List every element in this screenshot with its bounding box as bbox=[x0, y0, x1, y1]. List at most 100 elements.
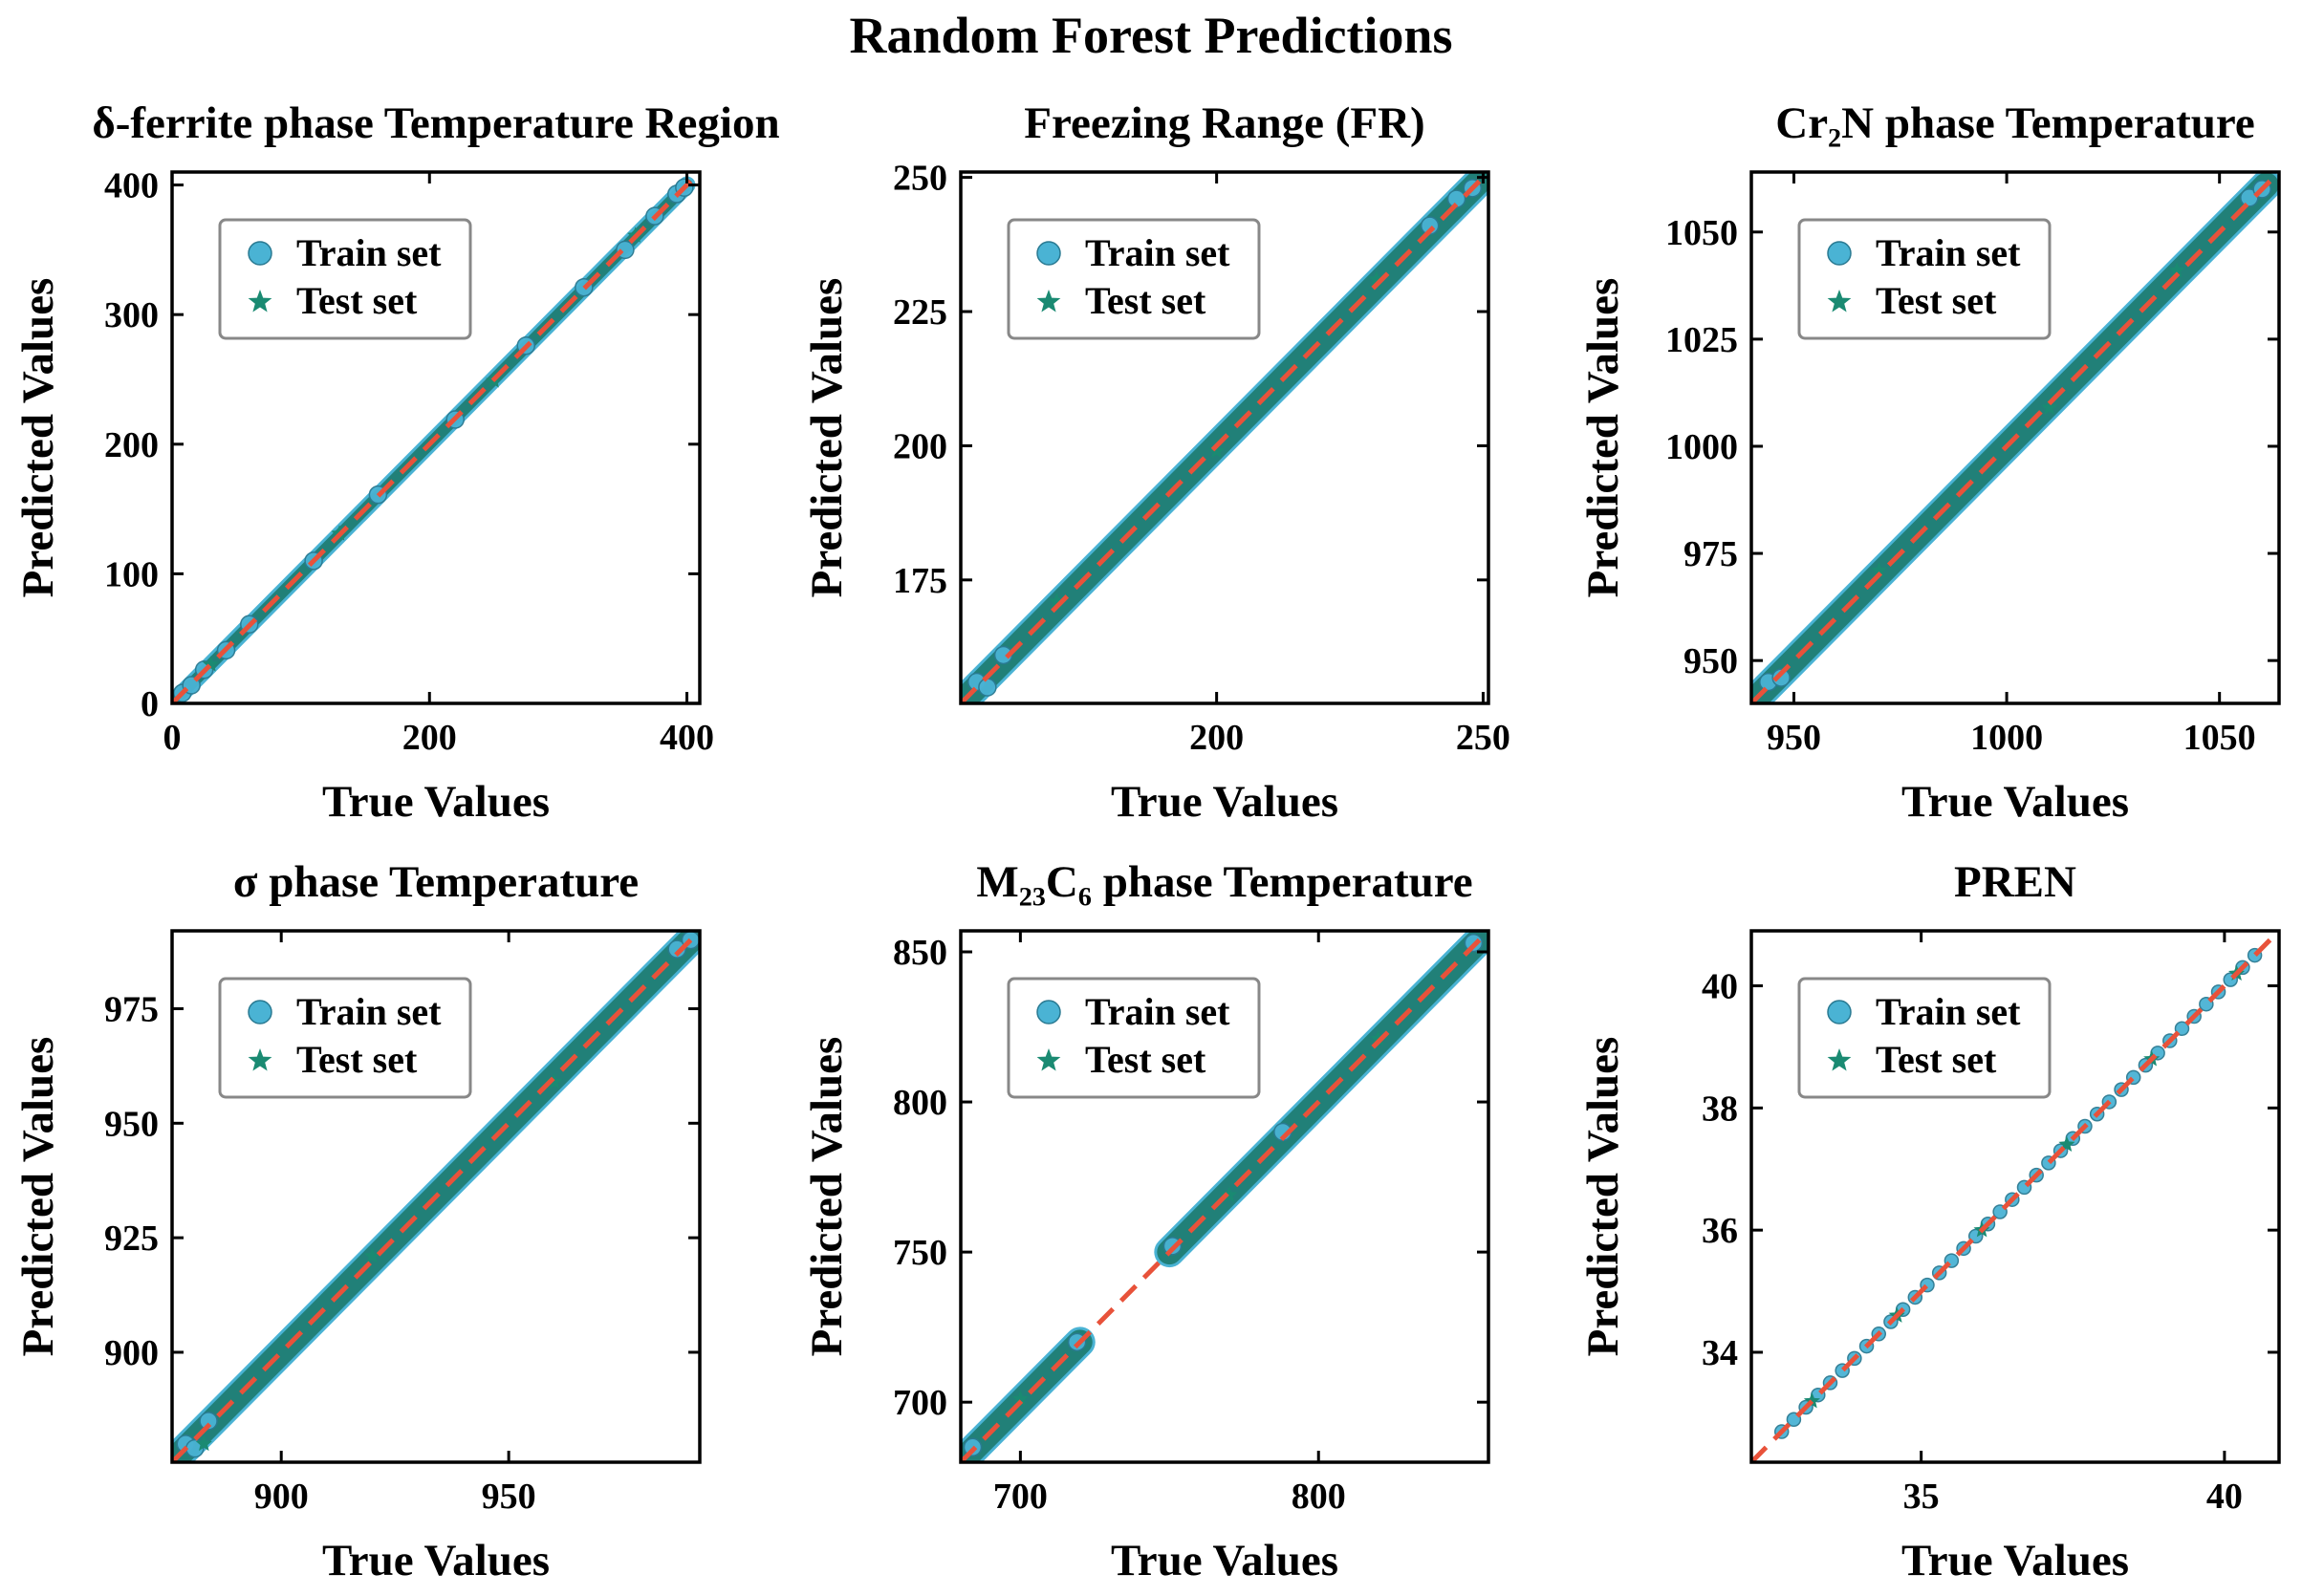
y-tick-label: 250 bbox=[893, 159, 947, 199]
y-tick-label: 950 bbox=[1683, 641, 1738, 681]
subplot-title: Freezing Range (FR) bbox=[1024, 98, 1424, 148]
ideal-line bbox=[961, 931, 1488, 1462]
x-tick-label: 200 bbox=[1189, 718, 1244, 758]
y-tick-label: 200 bbox=[893, 426, 947, 466]
legend-train-label: Train set bbox=[296, 990, 442, 1033]
legend-test-marker bbox=[1036, 290, 1061, 313]
legend-test-marker bbox=[1827, 290, 1852, 313]
legend: Train set Test set bbox=[1007, 218, 1261, 340]
legend-train-marker bbox=[1036, 241, 1061, 266]
legend-train-marker bbox=[248, 1000, 272, 1024]
subplot-1: 0 200 400 0 100 200 300 400 δ-ferrite phase Temp… bbox=[13, 98, 780, 827]
legend-train-marker bbox=[1036, 1000, 1061, 1024]
y-tick-label: 750 bbox=[893, 1233, 947, 1273]
legend: Train set Test set bbox=[218, 218, 472, 340]
y-tick-label: 225 bbox=[893, 292, 947, 333]
axes-frame bbox=[959, 170, 1490, 705]
subplot-title: σ phase Temperature bbox=[233, 857, 639, 907]
figure-suptitle: Random Forest Predictions bbox=[849, 7, 1453, 64]
y-tick-label: 700 bbox=[893, 1383, 947, 1423]
legend-frame bbox=[218, 218, 472, 340]
test-point bbox=[363, 1247, 380, 1263]
y-tick-label: 40 bbox=[1702, 967, 1738, 1007]
x-tick-label: 250 bbox=[1456, 718, 1510, 758]
y-axis-label: Predicted Values bbox=[1578, 1037, 1628, 1357]
ideal-line bbox=[1751, 172, 2279, 703]
subplot-title: M₂₃C₆ phase Temperature bbox=[976, 857, 1472, 907]
plot-area bbox=[172, 172, 700, 703]
y-tick-label: 1025 bbox=[1665, 320, 1738, 360]
legend-train-marker bbox=[1827, 1000, 1852, 1024]
plot-area bbox=[172, 931, 700, 1462]
axes-frame bbox=[170, 929, 702, 1464]
x-axis-label: True Values bbox=[322, 777, 550, 827]
x-tick-label: 40 bbox=[2206, 1477, 2243, 1517]
x-tick-label: 200 bbox=[402, 718, 457, 758]
axes-frame bbox=[170, 170, 702, 705]
legend: Train set Test set bbox=[1797, 977, 2052, 1099]
x-tick-label: 900 bbox=[254, 1477, 309, 1517]
x-tick-label: 950 bbox=[1767, 718, 1821, 758]
legend-frame bbox=[1797, 218, 2052, 340]
test-point bbox=[1221, 1186, 1238, 1202]
plot-area bbox=[961, 172, 1488, 703]
train-point bbox=[667, 939, 686, 959]
y-tick-label: 850 bbox=[893, 933, 947, 973]
legend-frame bbox=[218, 977, 472, 1099]
x-axis-label: True Values bbox=[1901, 777, 2129, 827]
y-tick-label: 36 bbox=[1702, 1211, 1738, 1251]
legend: Train set Test set bbox=[218, 977, 472, 1099]
test-point bbox=[2168, 262, 2185, 278]
test-point bbox=[202, 656, 219, 672]
x-axis-label: True Values bbox=[322, 1536, 550, 1585]
y-tick-label: 975 bbox=[104, 989, 159, 1029]
legend-test-label: Test set bbox=[296, 279, 418, 322]
y-tick-label: 400 bbox=[104, 166, 159, 206]
y-tick-label: 300 bbox=[104, 295, 159, 335]
plot-area bbox=[1751, 931, 2279, 1462]
y-axis-label: Predicted Values bbox=[802, 278, 852, 598]
legend-frame bbox=[1007, 218, 1261, 340]
test-point bbox=[1368, 270, 1385, 287]
y-axis-label: Predicted Values bbox=[1578, 278, 1628, 598]
x-axis-label: True Values bbox=[1111, 1536, 1338, 1585]
x-tick-label: 950 bbox=[482, 1477, 536, 1517]
x-axis-label: True Values bbox=[1901, 1536, 2129, 1585]
legend-test-label: Test set bbox=[1085, 279, 1206, 322]
train-point bbox=[1771, 668, 1791, 687]
legend-frame bbox=[1797, 977, 2052, 1099]
subplot-4: 900 950 900 925 950 975 σ phase Temperature Tru… bbox=[13, 857, 702, 1585]
ideal-line bbox=[172, 172, 700, 703]
legend-test-marker bbox=[1036, 1048, 1061, 1071]
y-tick-label: 100 bbox=[104, 554, 159, 594]
x-tick-label: 700 bbox=[993, 1477, 1048, 1517]
subplot-3: 950 1000 1050 950 975 1000 1025 1050 Cr₂N phase … bbox=[1578, 98, 2281, 827]
legend-train-label: Train set bbox=[1876, 990, 2021, 1033]
train-point bbox=[1786, 1412, 1802, 1428]
test-point bbox=[1011, 1391, 1029, 1407]
subplot-title: δ-ferrite phase Temperature Region bbox=[92, 98, 779, 148]
legend-train-label: Train set bbox=[296, 231, 442, 274]
legend-test-marker bbox=[1827, 1048, 1852, 1071]
axes-frame bbox=[1749, 170, 2281, 705]
test-point bbox=[1370, 1030, 1387, 1046]
legend: Train set Test set bbox=[1007, 977, 1261, 1099]
legend-frame bbox=[1007, 977, 1261, 1099]
subplot-2: 200 250 175 200 225 250 Freezing Range (FR) Tru… bbox=[802, 98, 1510, 827]
subplot-title: Cr₂N phase Temperature bbox=[1775, 98, 2255, 148]
train-point bbox=[978, 678, 997, 697]
legend-train-label: Train set bbox=[1876, 231, 2021, 274]
ideal-line bbox=[961, 172, 1488, 703]
subplot-5: 700 800 700 750 800 850 M₂₃C₆ phase Temperatur… bbox=[802, 857, 1490, 1585]
y-tick-label: 200 bbox=[104, 425, 159, 465]
x-tick-label: 800 bbox=[1292, 1477, 1346, 1517]
legend-test-label: Test set bbox=[1876, 1038, 1997, 1081]
legend-train-marker bbox=[248, 241, 272, 266]
x-axis-label: True Values bbox=[1111, 777, 1338, 827]
axes-frame bbox=[959, 929, 1490, 1464]
y-axis-label: Predicted Values bbox=[13, 1037, 63, 1357]
y-tick-label: 975 bbox=[1683, 534, 1738, 574]
plot-area bbox=[1751, 172, 2279, 703]
x-tick-label: 1000 bbox=[1970, 718, 2043, 758]
